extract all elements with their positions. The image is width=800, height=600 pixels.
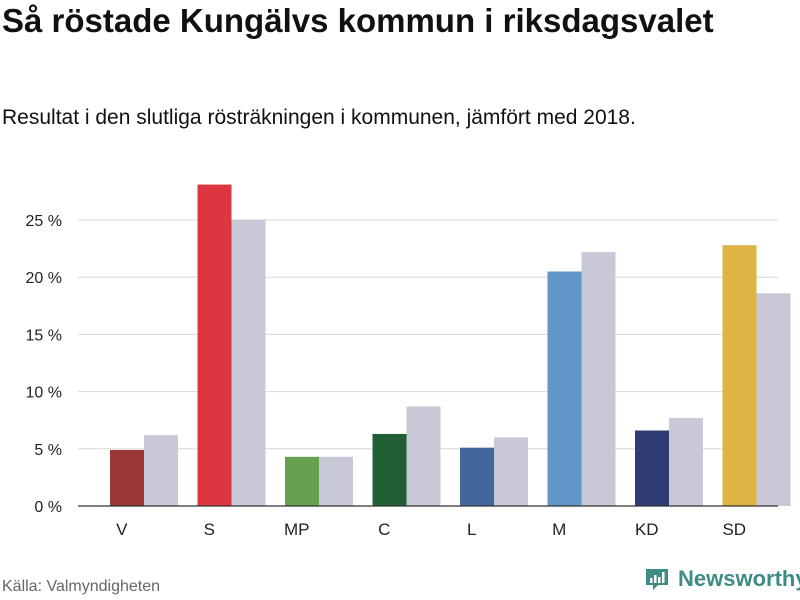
y-tick-label: 0 % bbox=[34, 499, 62, 516]
chart-subtitle: Resultat i den slutliga rösträkningen i … bbox=[2, 106, 636, 129]
newsworthy-icon bbox=[646, 569, 668, 590]
bar-chart: 0 % 5 % 10 % 15 % 20 % 25 % V S MP C L M KD SD bbox=[26, 184, 791, 539]
x-tick-label: V bbox=[116, 520, 128, 539]
bar-2022 bbox=[460, 447, 494, 506]
x-tick-label: S bbox=[204, 520, 215, 539]
y-tick-label: 20 % bbox=[26, 270, 62, 287]
y-tick-label: 25 % bbox=[26, 213, 62, 230]
source-note: Källa: Valmyndigheten bbox=[2, 578, 161, 595]
bar-2022 bbox=[197, 184, 232, 506]
bar-2018 bbox=[319, 456, 353, 506]
bar-2022 bbox=[110, 449, 144, 506]
bar-2018 bbox=[581, 252, 616, 506]
bar-2018 bbox=[406, 406, 441, 506]
chart-title: Så röstade Kungälvs kommun i riksdagsval… bbox=[2, 2, 714, 39]
bar-2022 bbox=[285, 456, 319, 506]
bar-2022 bbox=[722, 245, 757, 506]
x-tick-label: L bbox=[467, 520, 476, 539]
bar-2018 bbox=[494, 437, 528, 506]
y-tick-label: 5 % bbox=[34, 442, 62, 459]
x-tick-label: SD bbox=[722, 520, 746, 539]
brand-name: Newsworthy bbox=[678, 566, 800, 591]
x-tick-label: MP bbox=[284, 520, 310, 539]
brand-logo: Newsworthy bbox=[644, 566, 800, 592]
x-tick-label: KD bbox=[635, 520, 659, 539]
bar-2022 bbox=[372, 433, 407, 506]
x-tick-label: M bbox=[552, 520, 566, 539]
y-tick-label: 10 % bbox=[26, 385, 62, 402]
x-tick-label: C bbox=[378, 520, 390, 539]
bar-2022 bbox=[547, 271, 582, 506]
bar-2018 bbox=[756, 293, 791, 506]
bar-2018 bbox=[231, 220, 266, 506]
y-tick-label: 15 % bbox=[26, 327, 62, 344]
bar-2022 bbox=[635, 430, 669, 506]
bar-2018 bbox=[144, 435, 178, 506]
bar-2018 bbox=[669, 417, 703, 506]
